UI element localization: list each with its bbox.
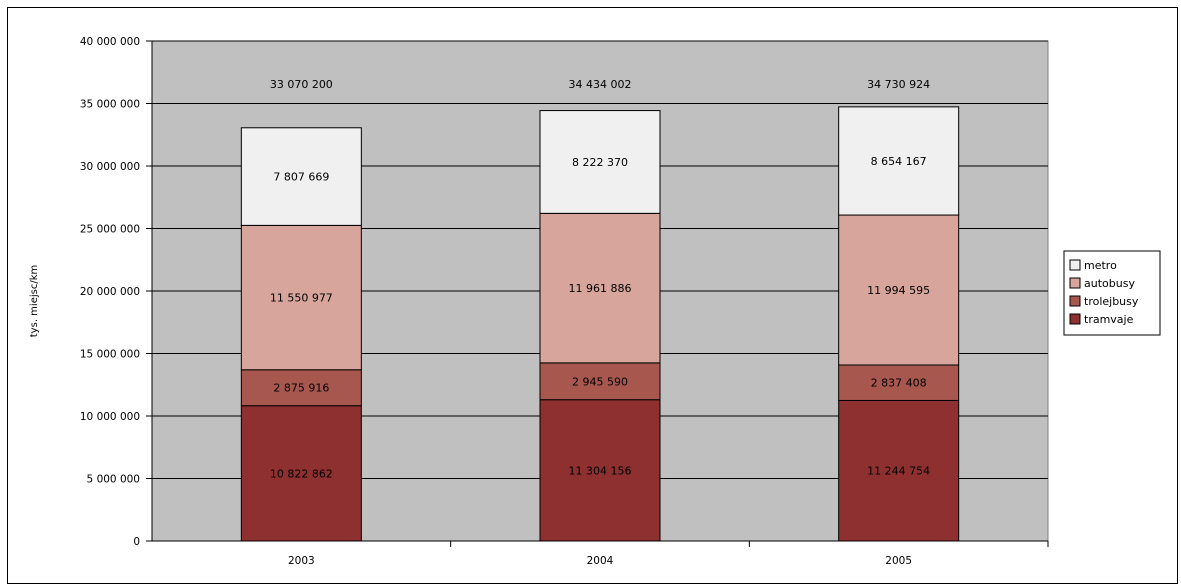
data-label-trolejbusy: 2 837 408: [871, 377, 927, 390]
y-tick-label: 20 000 000: [80, 286, 140, 298]
bar-segment-trolejbusy: [240, 369, 362, 407]
y-tick-label: 40 000 000: [80, 36, 140, 48]
bar-segment-metro: [838, 106, 960, 216]
data-label-tramvaje: 10 822 862: [270, 467, 333, 480]
data-label-autobusy: 11 961 886: [569, 282, 632, 295]
data-label-metro: 8 654 167: [871, 155, 927, 168]
legend-swatch-tramvaje: [1069, 313, 1081, 325]
data-label-metro: 7 807 669: [273, 171, 329, 184]
x-tick-label: 2004: [587, 555, 614, 567]
legend-swatch-metro: [1069, 259, 1081, 271]
data-label-autobusy: 11 994 595: [867, 284, 930, 297]
bar-segment-metro: [539, 110, 661, 214]
axes: 0 5 000 000 10 000 000 15 000 000 20 000 000…: [80, 36, 1049, 567]
total-label: 34 434 002: [569, 78, 632, 91]
x-tick-label: 2005: [885, 555, 912, 567]
legend-label-metro: metro: [1084, 259, 1117, 272]
data-label-metro: 8 222 370: [572, 156, 628, 169]
y-tick-label: 35 000 000: [80, 99, 140, 111]
bar-segment-trolejbusy: [838, 364, 960, 401]
bar-segment-autobusy: [838, 214, 960, 366]
bar-segment-autobusy: [539, 212, 661, 364]
legend-label-autobusy: autobusy: [1084, 277, 1135, 290]
legend-swatch-trolejbusy: [1069, 295, 1081, 307]
bar-segment-tramvaje: [838, 399, 960, 542]
bar-segment-tramvaje: [240, 405, 362, 542]
y-tick-label: 15 000 000: [80, 349, 140, 361]
data-label-trolejbusy: 2 875 916: [273, 382, 329, 395]
data-label-autobusy: 11 550 977: [270, 292, 333, 305]
data-label-tramvaje: 11 304 156: [569, 464, 632, 477]
total-label: 33 070 200: [270, 78, 333, 91]
data-labels: 10 822 862 2 875 916 11 550 977 7 807 669 33…: [270, 78, 930, 480]
bar-segment-metro: [240, 127, 362, 226]
bar-segment-trolejbusy: [539, 362, 661, 401]
y-tick-label: 25 000 000: [80, 224, 140, 236]
bars: [240, 106, 960, 542]
legend: metro autobusy trolejbusy tramvaje: [1063, 250, 1161, 336]
bar-segment-autobusy: [240, 224, 362, 371]
legend-swatch-autobusy: [1069, 277, 1081, 289]
y-axis-title: tys. miejsc/km: [29, 265, 40, 337]
data-label-tramvaje: 11 244 754: [867, 465, 930, 478]
total-label: 34 730 924: [867, 78, 930, 91]
y-tick-label: 30 000 000: [80, 161, 140, 173]
y-tick-label: 10 000 000: [80, 411, 140, 423]
legend-label-tramvaje: tramvaje: [1084, 313, 1134, 326]
y-tick-label: 0: [133, 536, 140, 548]
data-label-trolejbusy: 2 945 590: [572, 375, 628, 388]
legend-label-trolejbusy: trolejbusy: [1084, 295, 1139, 308]
x-tick-label: 2003: [288, 555, 315, 567]
y-tick-label: 5 000 000: [87, 474, 140, 486]
